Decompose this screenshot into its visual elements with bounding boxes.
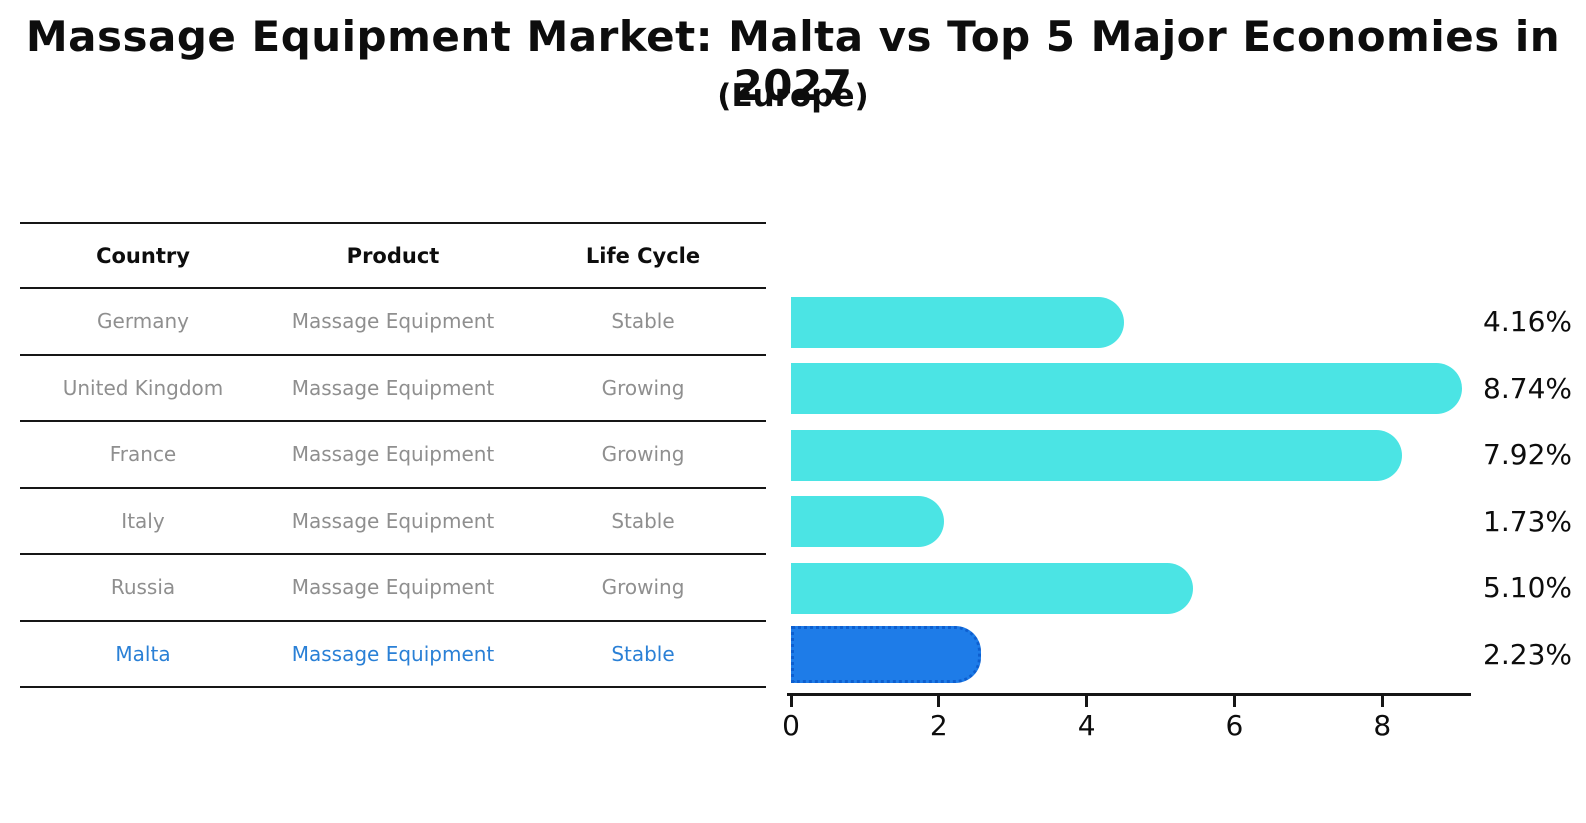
cell-country: France	[109, 442, 177, 467]
x-axis-tick-label: 6	[1225, 709, 1244, 742]
bar	[791, 363, 1463, 414]
bar	[791, 562, 1194, 614]
bar	[791, 496, 945, 547]
bar-value-label: 7.92%	[1483, 438, 1572, 471]
bar-value-label: 5.10%	[1483, 571, 1572, 604]
x-axis-line	[787, 693, 1471, 696]
x-axis-tick-label: 8	[1373, 709, 1392, 742]
bar-value-label: 8.74%	[1483, 371, 1572, 405]
x-axis-tick-label: 2	[929, 709, 948, 742]
x-axis-tick	[1232, 696, 1236, 707]
cell-country: United Kingdom	[62, 375, 224, 400]
table-row: United Kingdom Massage Equipment Growing	[20, 356, 766, 422]
cell-product: Massage Equipment	[291, 442, 495, 467]
column-header-country: Country	[96, 243, 190, 268]
table-row: Germany Massage Equipment Stable	[20, 289, 766, 356]
x-axis-tick	[789, 696, 793, 707]
cell-country: Germany	[97, 309, 189, 334]
bar-malta	[791, 626, 982, 683]
chart-subtitle: (Europe)	[717, 78, 869, 114]
cell-product: Massage Equipment	[291, 641, 495, 666]
table-header-row: Country Product Life Cycle	[20, 222, 766, 289]
x-axis-tick	[1085, 696, 1089, 707]
cell-product: Massage Equipment	[291, 508, 495, 533]
x-axis-tick-label: 0	[782, 709, 800, 742]
table-row: France Massage Equipment Growing	[20, 422, 766, 489]
column-header-product: Product	[346, 243, 440, 268]
cell-product: Massage Equipment	[291, 575, 495, 600]
cell-life-cycle: Growing	[601, 375, 685, 400]
bar-value-label: 1.73%	[1483, 504, 1572, 538]
cell-country: Malta	[115, 641, 171, 666]
cell-life-cycle: Growing	[601, 442, 685, 467]
table-row: Italy Massage Equipment Stable	[20, 489, 766, 555]
table-row: Russia Massage Equipment Growing	[20, 555, 766, 622]
cell-life-cycle: Growing	[601, 575, 685, 600]
cell-product: Massage Equipment	[291, 375, 495, 400]
country-table: Country Product Life Cycle Germany Massag…	[20, 222, 766, 688]
cell-life-cycle: Stable	[611, 641, 675, 666]
cell-life-cycle: Stable	[611, 508, 675, 533]
chart-title: Massage Equipment Market: Malta vs Top 5…	[25, 12, 1561, 110]
x-axis-tick-label: 4	[1077, 709, 1096, 742]
bar	[791, 296, 1124, 348]
table-row: Malta Massage Equipment Stable	[20, 622, 766, 688]
cell-life-cycle: Stable	[611, 309, 675, 334]
cell-country: Italy	[121, 508, 165, 533]
cell-product: Massage Equipment	[291, 309, 495, 334]
table-body: Germany Massage Equipment Stable United Kin…	[20, 289, 766, 688]
bar-chart: 0 2 4 6 8	[782, 289, 1471, 742]
bar	[791, 429, 1402, 481]
x-axis-tick	[1380, 696, 1384, 707]
bar-value-label: 4.16%	[1483, 305, 1572, 338]
x-axis-tick	[937, 696, 941, 707]
bar-value-label: 2.23%	[1483, 637, 1572, 671]
cell-country: Russia	[110, 575, 176, 600]
column-header-life-cycle: Life Cycle	[585, 243, 701, 268]
